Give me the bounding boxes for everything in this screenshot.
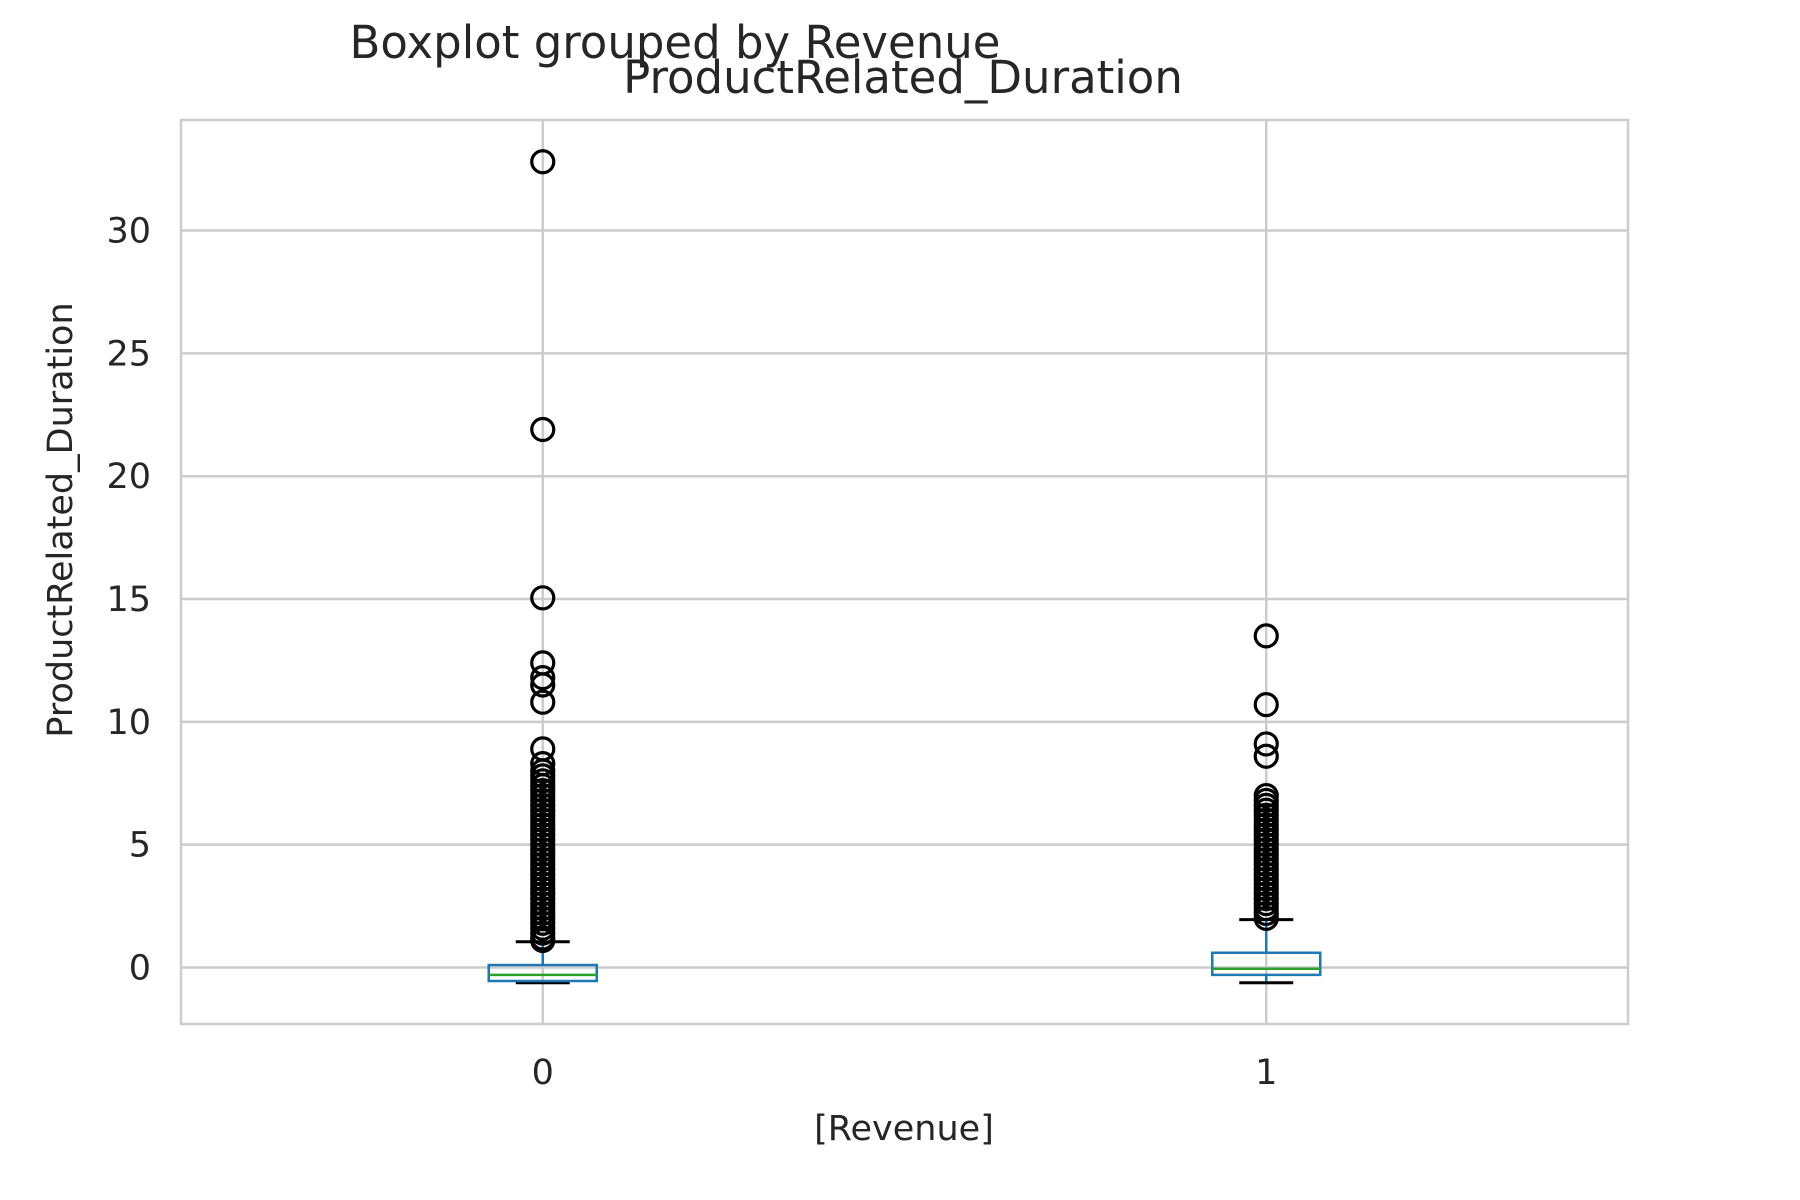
x-tick-label: 1 (1255, 1053, 1277, 1093)
y-tick-label: 10 (106, 703, 151, 743)
iqr-box (487, 963, 598, 983)
y-tick-label: 5 (129, 826, 151, 866)
chart-suptitle: Boxplot grouped by Revenue (350, 16, 1001, 69)
y-tick-label: 30 (106, 212, 151, 252)
outlier-point (530, 672, 556, 698)
outlier-point (530, 416, 556, 443)
y-tick-label: 0 (129, 949, 151, 989)
outlier-point (1253, 623, 1279, 649)
y-axis-label: ProductRelated_Duration (41, 302, 81, 737)
outlier-point (1253, 743, 1279, 769)
outlier-point (530, 149, 556, 175)
box-group (487, 149, 598, 985)
x-tick-label: 0 (532, 1053, 554, 1093)
outlier-point (1253, 905, 1279, 931)
outlier-point (530, 665, 556, 691)
outlier-point (530, 927, 556, 954)
outlier-point (530, 689, 556, 715)
box-group (1211, 623, 1322, 985)
outlier-point (1253, 692, 1279, 718)
outlier-point (1253, 731, 1279, 757)
plot-area-frame (179, 118, 1630, 1026)
outlier-point (530, 585, 556, 611)
chart-title: ProductRelated_Duration (623, 51, 1183, 104)
iqr-box (1211, 951, 1322, 977)
y-tick-label: 25 (106, 334, 151, 374)
x-axis-label: [Revenue] (814, 1109, 994, 1149)
y-tick-label: 20 (106, 457, 151, 497)
box-series (487, 149, 1322, 985)
tick-labels: 0 5 10 15 20 25 30 0 1 (106, 212, 1277, 1093)
y-tick-label: 15 (106, 580, 151, 620)
